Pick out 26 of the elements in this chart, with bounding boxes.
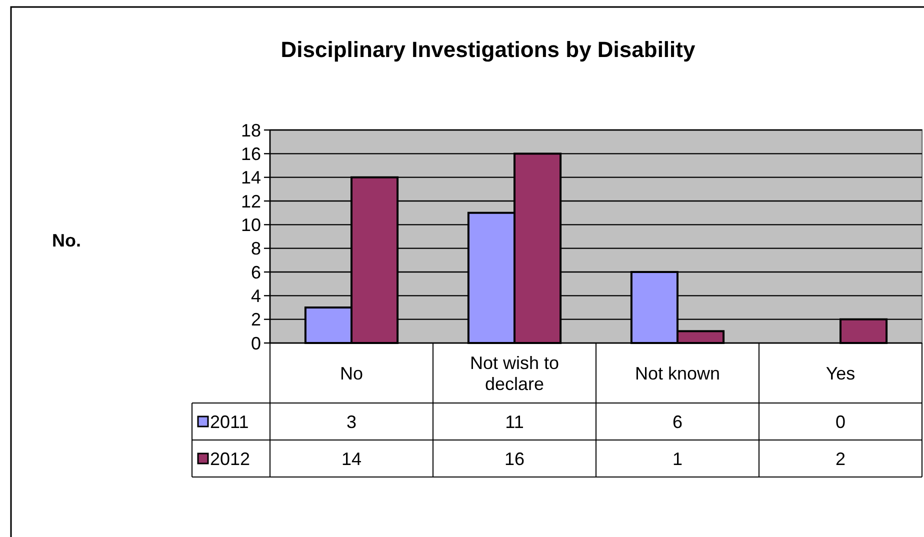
data-label: 16: [504, 448, 525, 469]
text: No.: [52, 230, 81, 250]
y-tick-label: 4: [250, 286, 261, 306]
chart-title: Disciplinary Investigations by Disability: [280, 37, 696, 62]
data-label: 2: [835, 448, 846, 469]
x-tick-label: Not wish to declare: [470, 352, 560, 394]
data-label: 1: [672, 448, 683, 469]
y-tick-label: 6: [250, 262, 261, 282]
y-tick-label: 12: [240, 191, 261, 212]
y-tick-label: 16: [240, 144, 261, 164]
y-tick-label: 14: [240, 168, 261, 188]
y-tick-label: 18: [240, 120, 261, 140]
y-tick-label: 0: [250, 333, 261, 354]
y-tick-label: 2: [250, 310, 261, 330]
y-tick-label: 10: [240, 214, 261, 235]
x-tick-label: Yes: [826, 363, 856, 384]
data-label: 3: [346, 412, 357, 432]
legend-label: 2012: [210, 448, 250, 469]
x-tick-label: Not known: [634, 363, 720, 384]
data-label: 11: [505, 412, 524, 432]
data-label: 6: [672, 412, 683, 432]
data-label: 14: [341, 448, 362, 469]
x-tick-label: No: [340, 363, 364, 384]
data-label: 0: [835, 412, 846, 432]
legend-label: 2011: [210, 412, 249, 432]
y-tick-label: 8: [250, 238, 261, 259]
